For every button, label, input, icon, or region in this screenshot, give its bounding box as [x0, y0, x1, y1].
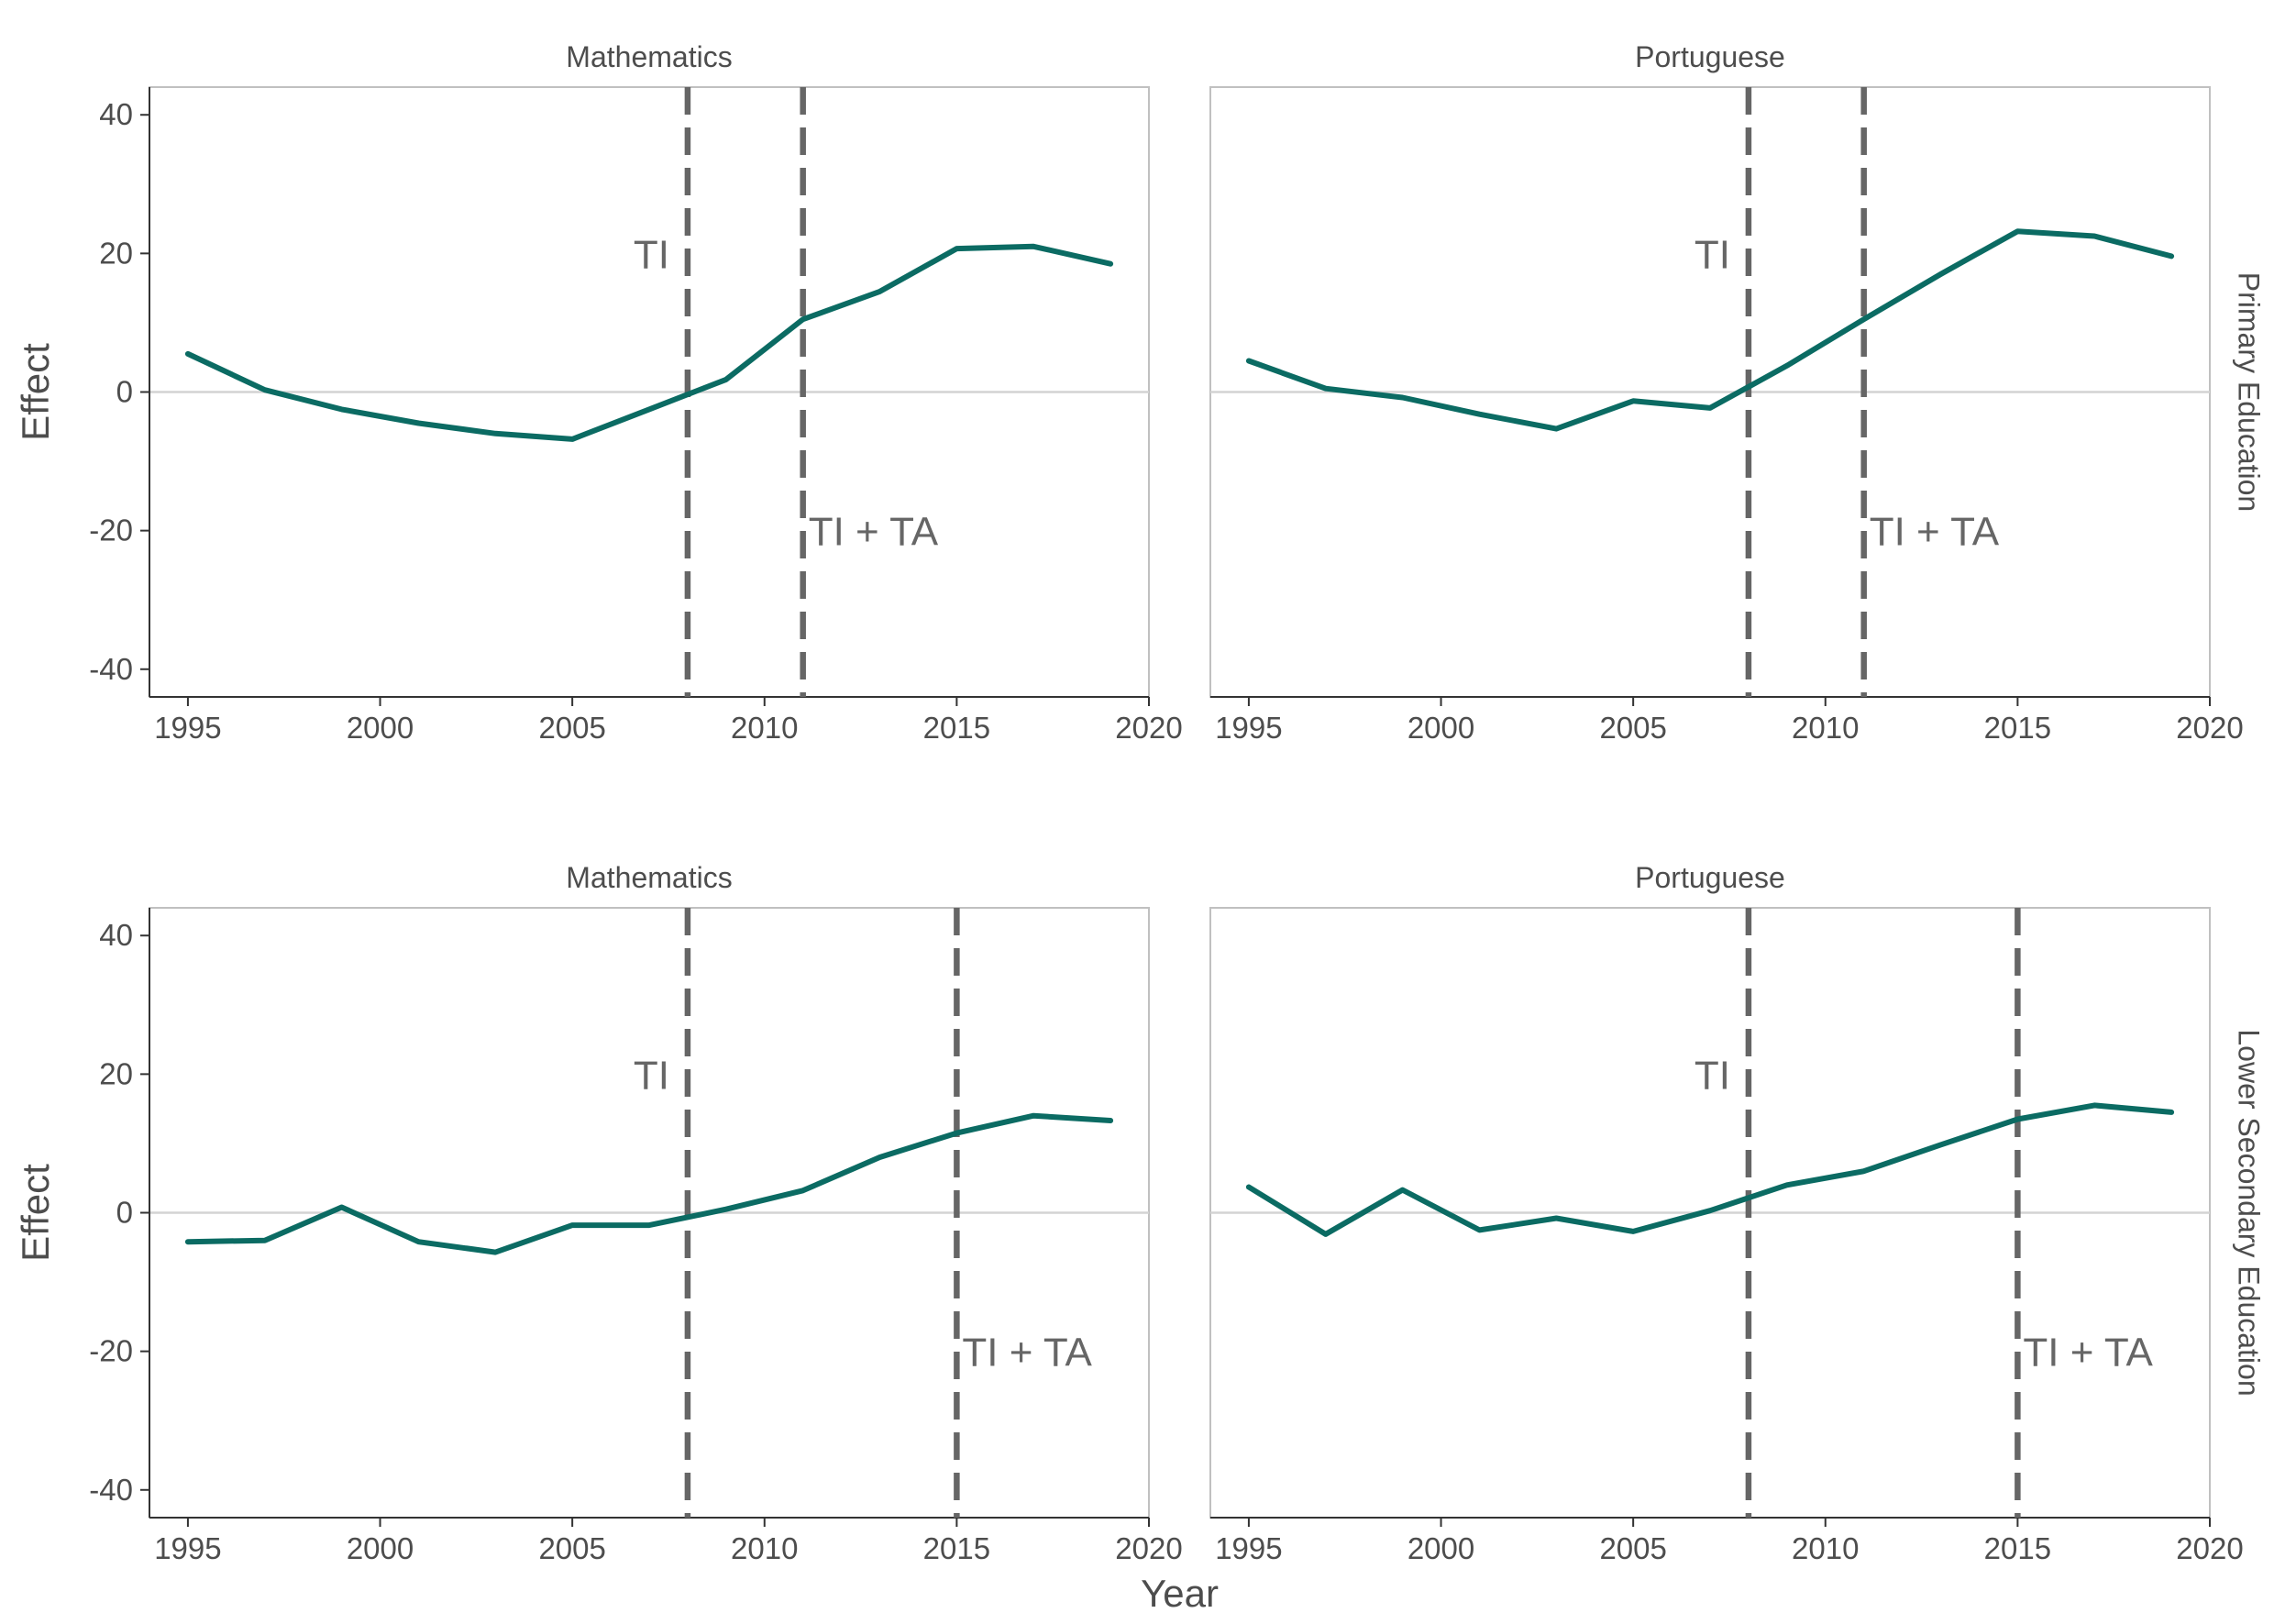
policy-annotation: TI + TA — [2023, 1331, 2153, 1375]
y-tick-label: -40 — [89, 1473, 133, 1507]
x-tick-label: 2020 — [2176, 711, 2243, 745]
series-line — [184, 1112, 1114, 1255]
y-tick-label: 40 — [99, 97, 133, 131]
panel-strip-label: Portuguese — [1635, 861, 1785, 894]
policy-annotation: TI + TA — [962, 1331, 1092, 1375]
x-tick-label: 2015 — [1984, 1531, 2051, 1565]
series-line — [184, 243, 1114, 442]
panel-strip-label: Mathematics — [566, 40, 732, 73]
x-tick-label: 2015 — [923, 1531, 990, 1565]
policy-annotation: TI — [1694, 1053, 1730, 1098]
x-tick-label: 2020 — [2176, 1531, 2243, 1565]
x-axis-title: Year — [1141, 1572, 1219, 1615]
x-tick-label: 2020 — [1115, 1531, 1182, 1565]
y-tick-label: 0 — [116, 375, 133, 409]
x-tick-label: 2010 — [731, 711, 798, 745]
y-tick-label: -40 — [89, 652, 133, 686]
policy-annotation: TI — [1694, 232, 1730, 277]
panel-strip-label: Portuguese — [1635, 40, 1785, 73]
y-tick-label: 40 — [99, 918, 133, 952]
y-tick-label: 20 — [99, 236, 133, 270]
row-strip-label: Primary Education — [2233, 272, 2266, 512]
panel-strip-label: Mathematics — [566, 861, 732, 894]
y-tick-label: -20 — [89, 1334, 133, 1368]
x-tick-label: 2000 — [1407, 711, 1474, 745]
x-tick-label: 1995 — [1215, 1531, 1282, 1565]
x-tick-label: 2000 — [1407, 1531, 1474, 1565]
x-tick-label: 2000 — [347, 1531, 414, 1565]
x-tick-label: 2005 — [538, 711, 605, 745]
x-tick-label: 2015 — [1984, 711, 2051, 745]
y-axis-title: Effect — [14, 343, 57, 441]
x-tick-label: 1995 — [1215, 711, 1282, 745]
row-strip-label: Lower Secondary Education — [2233, 1029, 2266, 1396]
x-tick-label: 2010 — [731, 1531, 798, 1565]
x-tick-label: 2020 — [1115, 711, 1182, 745]
y-tick-label: 20 — [99, 1056, 133, 1090]
x-tick-label: 2010 — [1792, 711, 1859, 745]
series-line — [1245, 228, 2175, 432]
x-tick-label: 2005 — [1599, 711, 1666, 745]
x-tick-label: 2000 — [347, 711, 414, 745]
y-tick-label: -20 — [89, 514, 133, 547]
policy-annotation: TI — [634, 1053, 669, 1098]
x-tick-label: 1995 — [154, 711, 221, 745]
policy-annotation: TI — [634, 232, 669, 277]
x-tick-label: 2015 — [923, 711, 990, 745]
policy-annotation: TI + TA — [809, 510, 939, 555]
x-tick-label: 2005 — [538, 1531, 605, 1565]
x-tick-label: 2010 — [1792, 1531, 1859, 1565]
x-tick-label: 2005 — [1599, 1531, 1666, 1565]
y-tick-label: 0 — [116, 1196, 133, 1230]
series-line — [1245, 1102, 2175, 1237]
y-axis-title: Effect — [14, 1164, 57, 1262]
x-tick-label: 1995 — [154, 1531, 221, 1565]
policy-annotation: TI + TA — [1870, 510, 2000, 555]
